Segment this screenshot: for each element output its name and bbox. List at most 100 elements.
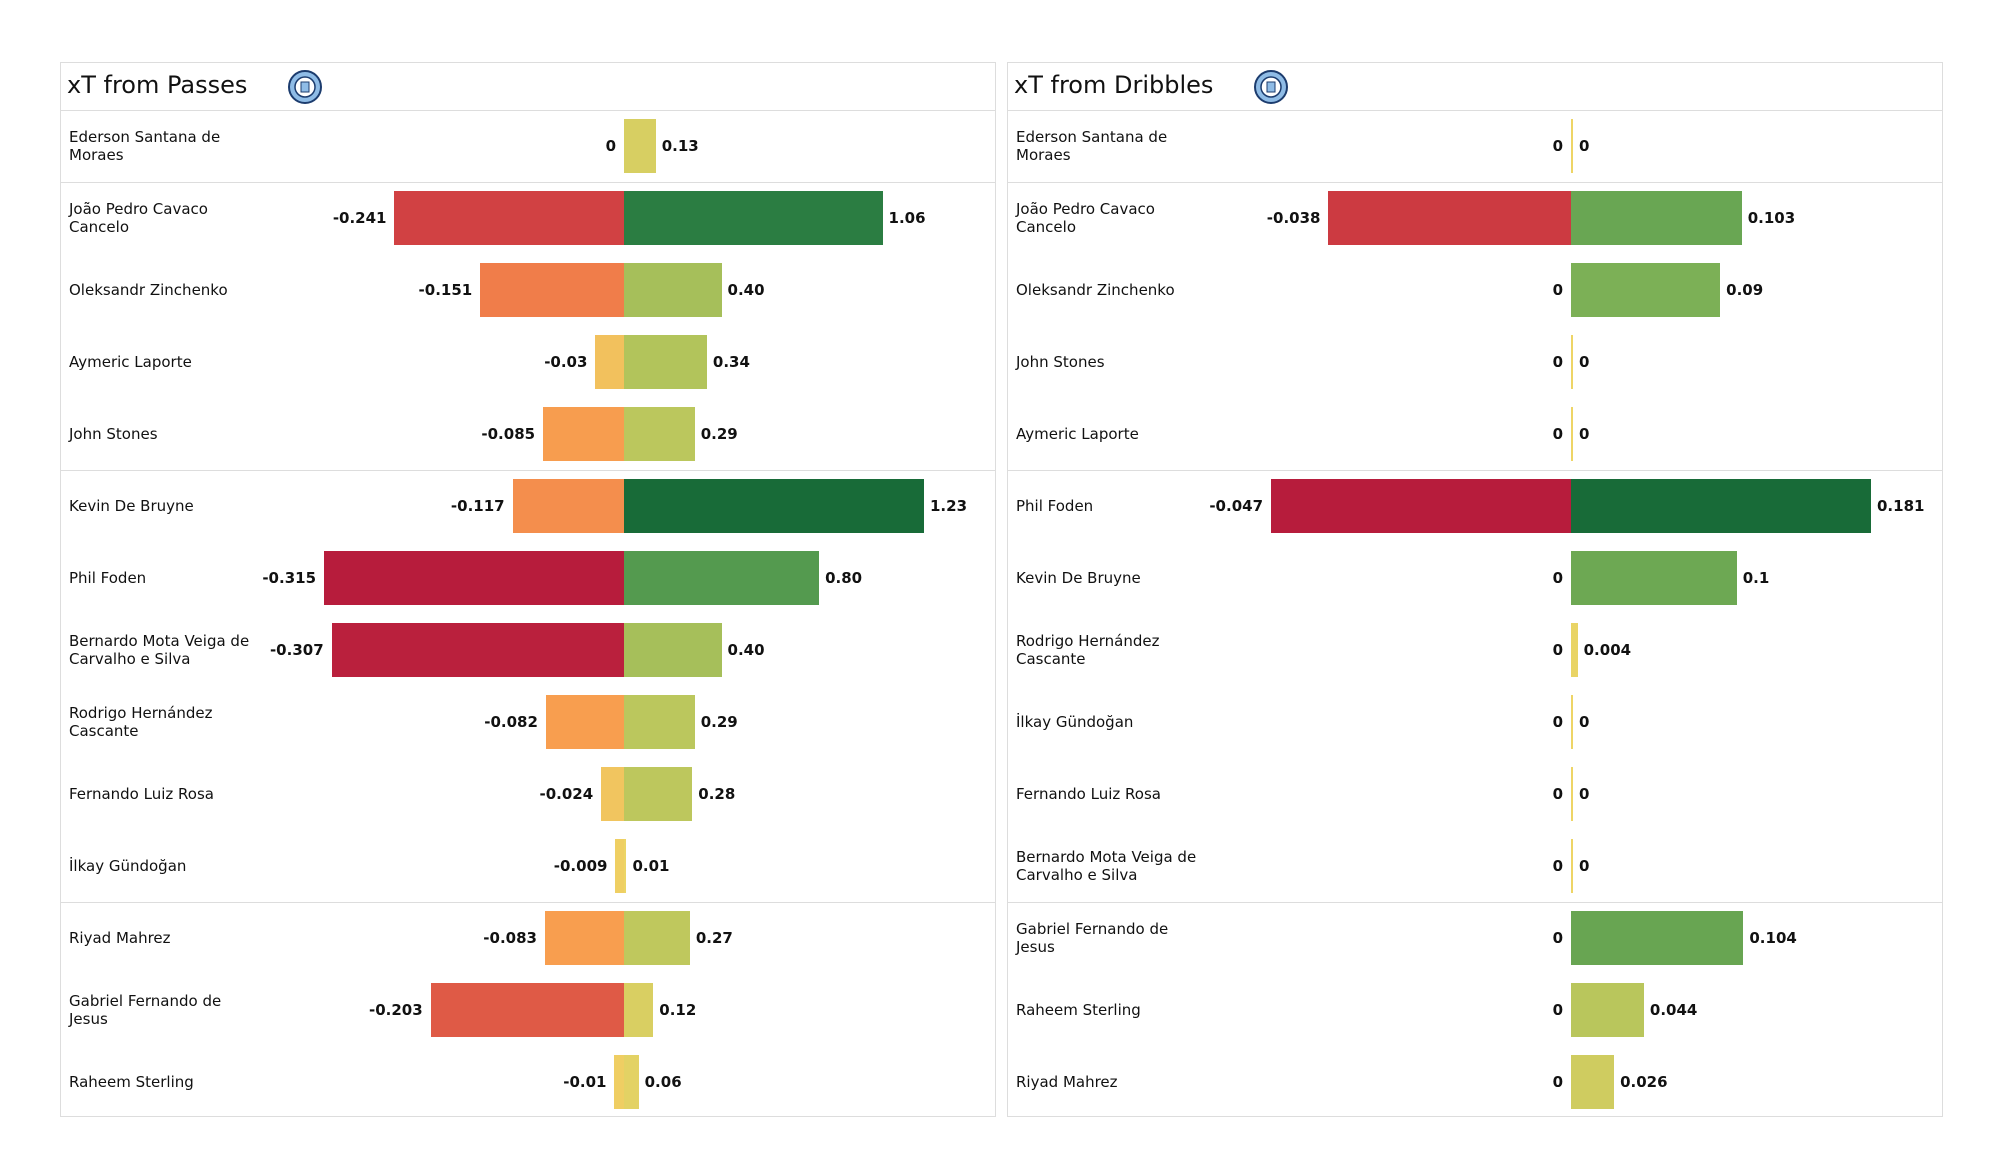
positive-value-label: 1.06 (888, 209, 926, 227)
panel: xT from Passes Ederson Santana de Moraes 0… (60, 62, 996, 1117)
panel: xT from Dribbles Ederson Santana de Morae… (1007, 62, 1943, 1117)
negative-bar (601, 767, 624, 821)
negative-value-label: 0 (1552, 1001, 1563, 1019)
negative-value-label: -0.151 (418, 281, 473, 299)
negative-value-label: 0 (1552, 929, 1563, 947)
positive-bar (624, 695, 695, 749)
positive-bar (1571, 191, 1742, 245)
positive-value-label: 0 (1579, 137, 1590, 155)
positive-bar (1571, 839, 1573, 893)
negative-value-label: -0.083 (483, 929, 537, 947)
player-name: Aymeric Laporte (1016, 425, 1139, 443)
negative-value-label: 0 (1552, 1073, 1563, 1091)
positive-value-label: 0.044 (1649, 1001, 1698, 1019)
positive-value-label: 0.104 (1749, 929, 1797, 947)
positive-value-label: 0 (1579, 425, 1590, 443)
player-name: Bernardo Mota Veiga de Carvalho e Silva (69, 632, 250, 668)
positive-value-label: 0.80 (825, 569, 863, 587)
negative-value-label: 0 (1552, 857, 1563, 875)
positive-value-label: 0.09 (1726, 281, 1764, 299)
positive-value-label: 0.40 (727, 641, 765, 659)
negative-value-label: -0.307 (269, 641, 324, 659)
negative-value-label: 0 (1552, 785, 1563, 803)
negative-value-label: 0 (1552, 713, 1563, 731)
positive-value-label: 0.026 (1620, 1073, 1668, 1091)
player-name: Raheem Sterling (69, 1073, 194, 1091)
player-name: Rodrigo Hernández Cascante (1016, 632, 1160, 668)
positive-bar (624, 551, 820, 605)
player-name: Bernardo Mota Veiga de Carvalho e Silva (1016, 848, 1197, 884)
negative-value-label: -0.009 (553, 857, 608, 875)
player-name: Riyad Mahrez (69, 929, 171, 947)
positive-bar (1571, 263, 1721, 317)
group-divider (1008, 182, 1942, 183)
positive-value-label: 0 (1579, 713, 1590, 731)
positive-bar (1571, 623, 1578, 677)
positive-value-label: 0.1 (1742, 569, 1770, 587)
positive-bar (624, 479, 924, 533)
positive-bar (624, 407, 695, 461)
club-badge (1254, 70, 1288, 104)
positive-value-label: 0 (1579, 857, 1590, 875)
negative-value-label: 0 (1552, 641, 1563, 659)
positive-value-label: 0.06 (644, 1073, 682, 1091)
player-name: John Stones (69, 425, 158, 443)
negative-bar (430, 983, 624, 1037)
group-divider (61, 902, 995, 903)
panel-title: xT from Passes (67, 71, 248, 99)
group-divider (1008, 902, 1942, 903)
player-name: Raheem Sterling (1016, 1001, 1141, 1019)
negative-value-label: -0.085 (481, 425, 536, 443)
positive-bar (624, 335, 707, 389)
negative-value-label: -0.117 (450, 497, 505, 515)
negative-bar (480, 263, 624, 317)
positive-value-label: 0.01 (632, 857, 670, 875)
negative-bar (331, 623, 624, 677)
positive-bar (624, 623, 722, 677)
player-name: İlkay Gündoğan (69, 857, 187, 875)
negative-value-label: -0.01 (563, 1073, 607, 1091)
negative-bar (545, 695, 624, 749)
player-name: Fernando Luiz Rosa (69, 785, 214, 803)
negative-bar (512, 479, 624, 533)
positive-bar (1571, 911, 1744, 965)
player-name: Riyad Mahrez (1016, 1073, 1118, 1091)
negative-value-label: 0 (605, 137, 616, 155)
positive-bar (624, 767, 693, 821)
negative-value-label: 0 (1552, 569, 1563, 587)
negative-value-label: -0.03 (544, 353, 588, 371)
positive-value-label: 0.004 (1583, 641, 1632, 659)
player-name: Ederson Santana de Moraes (1016, 128, 1168, 164)
positive-value-label: 0.103 (1747, 209, 1796, 227)
negative-bar (544, 911, 624, 965)
panel-title: xT from Dribbles (1014, 71, 1214, 99)
positive-bar (1571, 335, 1573, 389)
negative-bar (595, 335, 624, 389)
positive-value-label: 0.28 (698, 785, 736, 803)
positive-bar (1571, 1055, 1615, 1109)
player-name: Oleksandr Zinchenko (69, 281, 228, 299)
group-divider (61, 470, 995, 471)
player-name: João Pedro Cavaco Cancelo (69, 200, 208, 236)
negative-value-label: -0.203 (369, 1001, 423, 1019)
positive-value-label: 0 (1579, 785, 1590, 803)
negative-bar (1271, 479, 1571, 533)
negative-bar (324, 551, 624, 605)
positive-value-label: 0.12 (659, 1001, 697, 1019)
positive-value-label: 0.34 (712, 353, 750, 371)
positive-value-label: 0.13 (661, 137, 699, 155)
panel-header: xT from Dribbles (1008, 63, 1942, 111)
positive-value-label: 0.40 (727, 281, 765, 299)
positive-value-label: 0 (1579, 353, 1590, 371)
player-name: Phil Foden (1016, 497, 1094, 515)
positive-bar (624, 263, 722, 317)
positive-value-label: 0.27 (695, 929, 733, 947)
negative-bar (543, 407, 624, 461)
player-name: Kevin De Bruyne (1016, 569, 1141, 587)
negative-value-label: -0.038 (1266, 209, 1321, 227)
positive-bar (624, 1055, 639, 1109)
negative-value-label: -0.047 (1209, 497, 1263, 515)
positive-bar (1571, 551, 1737, 605)
positive-value-label: 0.29 (700, 425, 738, 443)
